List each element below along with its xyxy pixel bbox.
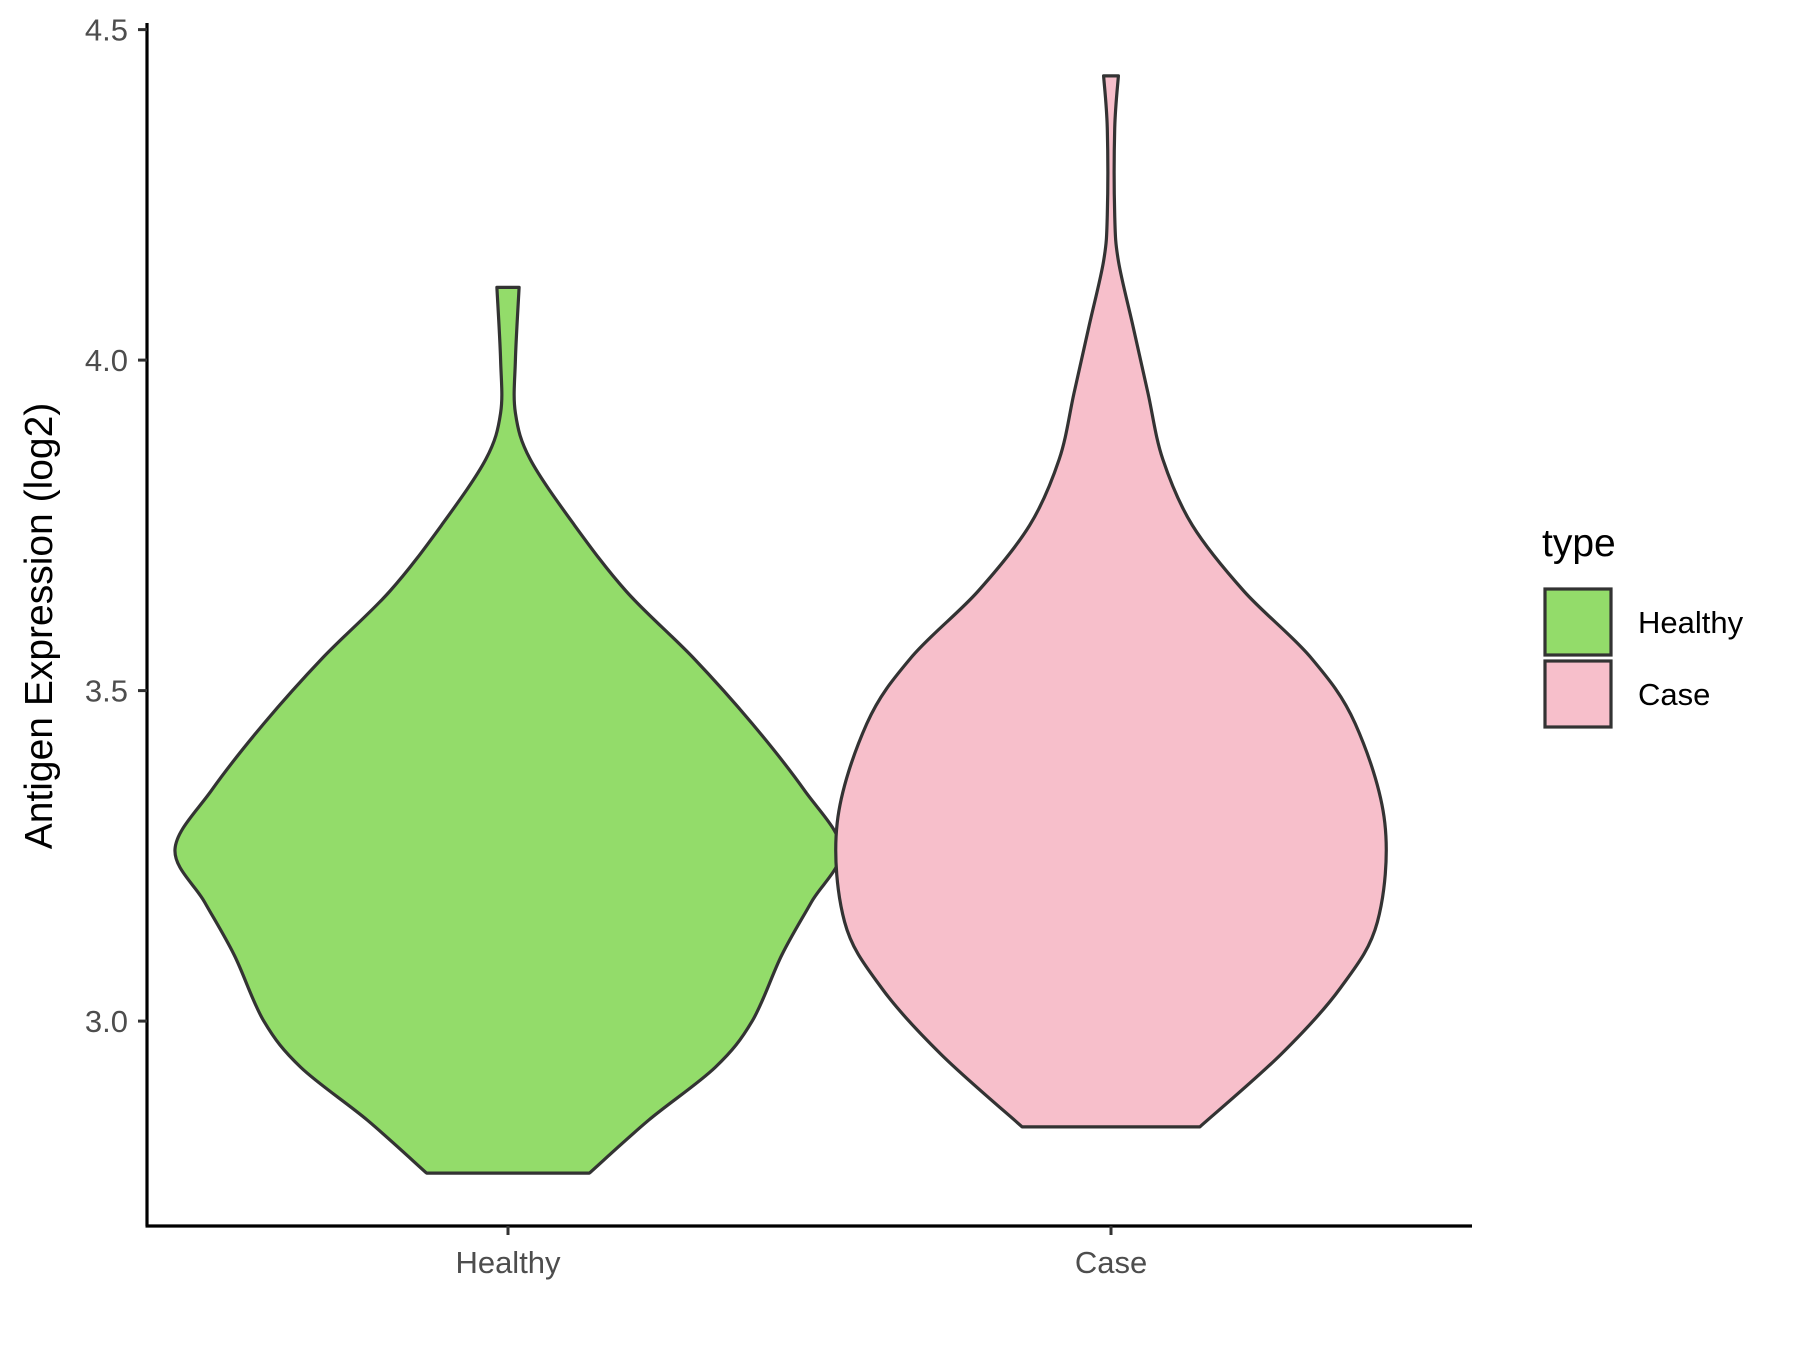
y-tick-label: 3.5: [85, 674, 128, 709]
legend-key-healthy: [1543, 587, 1613, 657]
violin-case: [834, 74, 1388, 1129]
y-axis-ticks: 3.0 3.5 4.0 4.5: [85, 13, 147, 1039]
legend-items: Healthy Case: [1543, 587, 1744, 729]
y-tick-label: 4.0: [85, 343, 128, 378]
x-tick-label: Healthy: [455, 1245, 561, 1280]
violins-layer: [173, 74, 1388, 1175]
y-tick-label: 3.0: [85, 1004, 128, 1039]
y-axis-title: Antigen Expression (log2): [18, 403, 61, 850]
legend: type Healthy Case: [1542, 522, 1744, 729]
legend-label-healthy: Healthy: [1638, 605, 1744, 640]
violin-healthy: [173, 285, 843, 1175]
y-tick-label: 4.5: [85, 13, 128, 48]
x-axis-ticks: Healthy Case: [455, 1226, 1147, 1280]
legend-title: type: [1542, 522, 1616, 565]
x-tick-label: Case: [1075, 1245, 1147, 1280]
legend-label-case: Case: [1638, 677, 1710, 712]
legend-key-case: [1543, 659, 1613, 729]
